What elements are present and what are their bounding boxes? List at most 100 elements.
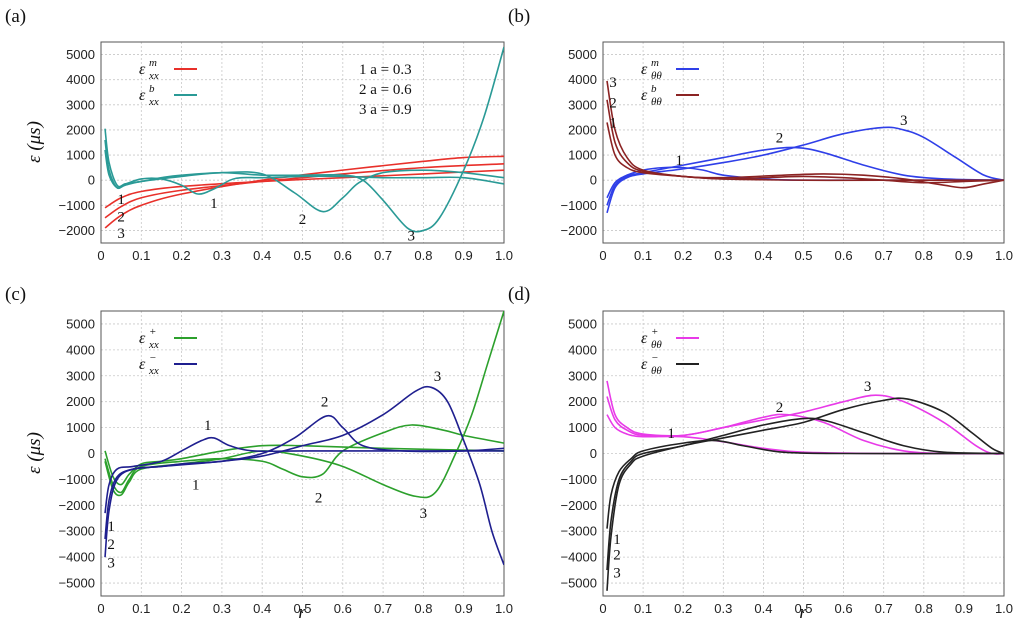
- y-axis-label: ε (μs): [24, 121, 45, 163]
- legend-sup: b: [149, 83, 155, 95]
- series-line-5: [104, 46, 504, 233]
- panel-label: (d): [508, 284, 530, 305]
- x-tick-label: 0.4: [253, 248, 271, 263]
- y-tick-label: 2000: [568, 394, 597, 409]
- series-line-2: [606, 126, 1004, 214]
- y-tick-label: 5000: [568, 316, 597, 331]
- series-line-2: [606, 380, 1004, 455]
- x-tick-label: 0.7: [875, 601, 893, 616]
- curve-label: 3: [408, 228, 416, 244]
- y-tick-label: 3000: [568, 368, 597, 383]
- curve-label: 1: [117, 192, 125, 208]
- x-tick-label: 0.3: [714, 601, 732, 616]
- curve-label: 3: [107, 555, 115, 571]
- y-tick-label: 3000: [66, 97, 95, 112]
- y-tick-label: 2000: [66, 394, 95, 409]
- legend-sub: θθ: [651, 339, 662, 351]
- panel-2: 0 0.1 0.2 0.3 0.4 0.5 0.6 0.7 0.8 0.9 1.0−5000−400…: [5, 284, 513, 616]
- x-tick-label: 0.4: [754, 601, 772, 616]
- curve-label: 3: [434, 369, 442, 385]
- curve-label: 3: [117, 226, 125, 242]
- param-label: 2 a = 0.6: [359, 82, 412, 98]
- y-tick-label: 0: [88, 446, 95, 461]
- x-tick-label: 0.1: [132, 601, 150, 616]
- x-tick-label: 1.0: [995, 248, 1013, 263]
- x-tick-label: 0.2: [173, 248, 191, 263]
- x-tick-label: 0.4: [253, 601, 271, 616]
- x-tick-label: 1.0: [995, 601, 1013, 616]
- legend-sub: xx: [148, 339, 159, 351]
- series-line-3: [606, 439, 1004, 529]
- y-tick-label: 4000: [568, 72, 597, 87]
- legend-sub: xx: [148, 96, 159, 108]
- series-line-3: [104, 128, 504, 195]
- x-tick-label: 0.3: [714, 248, 732, 263]
- y-tick-label: 5000: [66, 47, 95, 62]
- curve-label: 2: [321, 395, 329, 411]
- x-tick-label: 0.3: [213, 248, 231, 263]
- y-tick-label: 1000: [568, 148, 597, 163]
- panel-1: 0 0.1 0.2 0.3 0.4 0.5 0.6 0.7 0.8 0.9 1.0 −2000 −100…: [508, 6, 1013, 263]
- x-tick-label: 0.6: [334, 601, 352, 616]
- plot-frame: [602, 41, 1005, 244]
- x-tick-label: 0.8: [915, 248, 933, 263]
- legend-entry: ε: [139, 61, 146, 78]
- curve-label: 1: [204, 418, 212, 434]
- x-tick-label: 0.7: [374, 248, 392, 263]
- plot-frame: [100, 41, 505, 244]
- x-tick-label: 0.1: [634, 601, 652, 616]
- y-tick-label: 5000: [568, 47, 597, 62]
- y-tick-label: −1000: [58, 198, 95, 213]
- panel-0: 0 0.1 0.2 0.3 0.4 0.5 0.6 0.7 0.8 0.9 1.0 −2000 −100…: [5, 6, 513, 263]
- x-tick-label: 0.9: [455, 601, 473, 616]
- legend-entry: ε: [641, 61, 648, 78]
- curve-label: 3: [613, 566, 621, 582]
- param-label: 1 a = 0.3: [359, 62, 412, 78]
- curve-label: 1: [192, 478, 200, 494]
- x-tick-label: 0.4: [754, 248, 772, 263]
- x-tick-label: 0: [97, 248, 104, 263]
- y-tick-label: −2000: [58, 498, 95, 513]
- curve-label: 2: [315, 491, 323, 507]
- legend-entry: ε: [139, 87, 146, 104]
- x-tick-label: 0.8: [915, 601, 933, 616]
- curve-label: 1: [210, 196, 218, 212]
- series-line-4: [606, 417, 1004, 571]
- panel-label: (c): [5, 284, 26, 305]
- series-line-1: [606, 146, 1004, 206]
- x-tick-label: 0.9: [955, 248, 973, 263]
- curve-label: 1: [613, 532, 621, 548]
- x-tick-label: 0.2: [173, 601, 191, 616]
- curve-label: 1: [667, 426, 675, 442]
- legend-entry: ε: [139, 330, 146, 347]
- x-tick-label: 0.5: [293, 601, 311, 616]
- curve-label: 1: [107, 519, 115, 535]
- x-tick-label: 0.3: [213, 601, 231, 616]
- legend-entry: ε: [641, 87, 648, 104]
- legend-sub: θθ: [651, 365, 662, 377]
- legend-entry: ε: [641, 330, 648, 347]
- x-axis-label: r: [298, 602, 306, 623]
- x-tick-label: 0.7: [374, 601, 392, 616]
- param-label: 3 a = 0.9: [359, 102, 412, 118]
- legend-sup: −: [149, 352, 156, 364]
- y-tick-label: −1000: [560, 198, 597, 213]
- series-line-2: [104, 311, 504, 499]
- x-axis-label: r: [799, 602, 807, 623]
- y-tick-label: −4000: [560, 550, 597, 565]
- y-tick-label: 3000: [568, 97, 597, 112]
- y-tick-label: 3000: [66, 368, 95, 383]
- x-tick-label: 0.1: [634, 248, 652, 263]
- y-tick-label: −2000: [58, 223, 95, 238]
- series-group: [104, 311, 504, 566]
- panel-label: (a): [5, 6, 26, 27]
- series-line-4: [104, 414, 504, 540]
- legend-sub: θθ: [651, 70, 662, 82]
- x-tick-label: 0.7: [875, 248, 893, 263]
- curve-label: 3: [900, 113, 908, 129]
- x-tick-label: 0.1: [132, 248, 150, 263]
- x-tick-label: 0: [97, 601, 104, 616]
- x-tick-label: 0.6: [835, 248, 853, 263]
- curve-label: 2: [117, 210, 125, 226]
